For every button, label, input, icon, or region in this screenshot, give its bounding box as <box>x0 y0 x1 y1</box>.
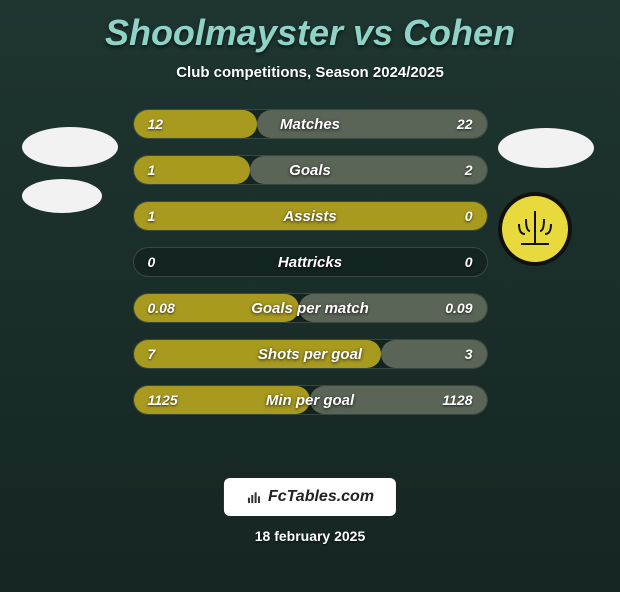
stat-row: 0.080.09Goals per match <box>133 293 488 323</box>
stat-label: Goals <box>134 162 487 179</box>
stat-label: Assists <box>134 208 487 225</box>
comparison-date: 18 february 2025 <box>0 528 620 544</box>
stat-label: Hattricks <box>134 254 487 271</box>
stat-row: 1222Matches <box>133 109 488 139</box>
stats-container: 1222Matches 12Goals 10Assists 00Hattricks 0.… <box>133 109 488 415</box>
team-logo-ellipse <box>22 127 118 167</box>
stat-label: Goals per match <box>134 300 487 317</box>
stat-row: 73Shots per goal <box>133 339 488 369</box>
watermark-badge: FcTables.com <box>224 478 396 516</box>
chart-icon <box>246 489 262 505</box>
stat-row: 12Goals <box>133 155 488 185</box>
stat-row: 00Hattricks <box>133 247 488 277</box>
stat-label: Shots per goal <box>134 346 487 363</box>
team-logo-ellipse <box>498 128 594 168</box>
club-badge-icon <box>498 192 572 266</box>
stat-row: 10Assists <box>133 201 488 231</box>
stat-label: Matches <box>134 116 487 133</box>
comparison-subtitle: Club competitions, Season 2024/2025 <box>0 64 620 81</box>
team-logo-ellipse <box>22 179 102 213</box>
stat-label: Min per goal <box>134 392 487 409</box>
stat-row: 11251128Min per goal <box>133 385 488 415</box>
comparison-title: Shoolmayster vs Cohen <box>0 12 620 54</box>
watermark-text: FcTables.com <box>268 488 374 506</box>
